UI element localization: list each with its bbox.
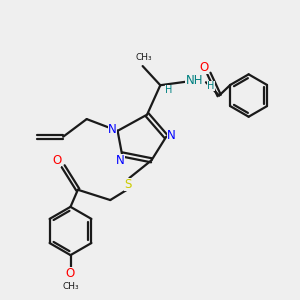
Text: CH₃: CH₃	[136, 53, 152, 62]
Text: N: N	[108, 123, 117, 136]
Text: N: N	[167, 129, 176, 142]
Text: O: O	[66, 267, 75, 280]
Text: N: N	[116, 154, 125, 167]
Text: H: H	[166, 85, 173, 94]
Text: O: O	[52, 154, 61, 167]
Text: CH₃: CH₃	[62, 281, 79, 290]
Text: H: H	[207, 81, 214, 91]
Text: S: S	[124, 178, 132, 191]
Text: O: O	[199, 61, 208, 74]
Text: NH: NH	[185, 74, 203, 87]
